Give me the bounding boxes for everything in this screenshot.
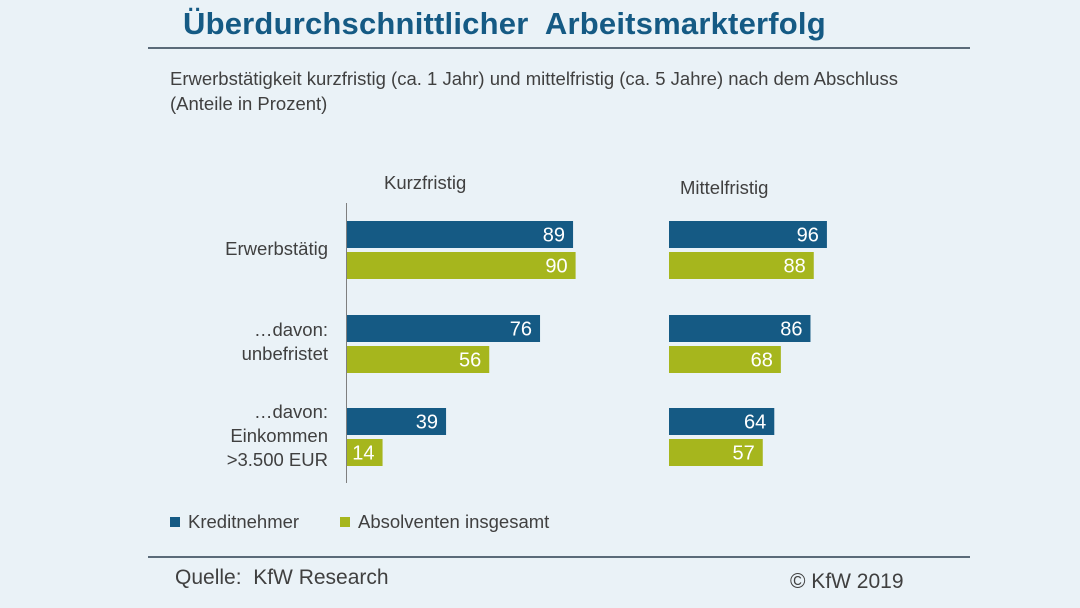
bar-label-mittelfristig-kreditnehmer-2: 64 xyxy=(744,412,766,434)
bar-label-mittelfristig-absolventen-insgesamt-0: 88 xyxy=(784,256,806,278)
panel-label-kurzfristig: Kurzfristig xyxy=(384,172,467,193)
source-note: Quelle: KfW Research xyxy=(175,566,389,589)
bar-label-mittelfristig-kreditnehmer-1: 86 xyxy=(780,319,802,341)
bar-kurzfristig-absolventen-insgesamt-1 xyxy=(347,346,490,373)
bar-mittelfristig-kreditnehmer-1 xyxy=(669,315,811,342)
legend-item-kreditnehmer: Kreditnehmer xyxy=(170,511,299,533)
copyright-note: © KfW 2019 xyxy=(790,570,904,593)
category-label-erwerbstaetig: Erwerbstätig xyxy=(225,238,328,259)
panel-label-mittelfristig: Mittelfristig xyxy=(680,177,769,198)
bar-mittelfristig-kreditnehmer-0 xyxy=(669,221,827,248)
bar-label-kurzfristig-kreditnehmer-0: 89 xyxy=(543,225,565,247)
bar-mittelfristig-kreditnehmer-2 xyxy=(669,408,775,435)
chart-title: Überdurchschnittlicher Arbeitsmarkterfol… xyxy=(183,6,826,41)
bar-kurzfristig-kreditnehmer-2 xyxy=(347,408,447,435)
bar-label-mittelfristig-kreditnehmer-0: 96 xyxy=(797,225,819,247)
legend-swatch-absolventen xyxy=(340,517,350,527)
category-axis xyxy=(346,203,347,483)
title-rule xyxy=(148,47,970,49)
category-label-einkommen: …davon: Einkommen >3.500 EUR xyxy=(226,401,328,470)
bar-kurzfristig-kreditnehmer-1 xyxy=(347,315,541,342)
bar-label-kurzfristig-absolventen-insgesamt-1: 56 xyxy=(459,350,481,372)
bar-label-kurzfristig-kreditnehmer-2: 39 xyxy=(416,412,438,434)
bar-mittelfristig-absolventen-insgesamt-0 xyxy=(669,252,814,279)
bar-label-kurzfristig-absolventen-insgesamt-2: 14 xyxy=(352,443,374,465)
bar-label-kurzfristig-absolventen-insgesamt-0: 90 xyxy=(545,256,567,278)
legend-swatch-kreditnehmer xyxy=(170,517,180,527)
footer-rule xyxy=(148,556,970,558)
legend-item-absolventen: Absolventen insgesamt xyxy=(340,511,549,533)
bar-kurzfristig-absolventen-insgesamt-0 xyxy=(347,252,576,279)
bar-label-kurzfristig-kreditnehmer-1: 76 xyxy=(510,319,532,341)
bar-mittelfristig-absolventen-insgesamt-1 xyxy=(669,346,781,373)
chart-subtitle: Erwerbstätigkeit kurzfristig (ca. 1 Jahr… xyxy=(170,68,898,114)
bar-kurzfristig-kreditnehmer-0 xyxy=(347,221,574,248)
bar-kurzfristig-absolventen-insgesamt-2 xyxy=(347,439,383,466)
bar-label-mittelfristig-absolventen-insgesamt-1: 68 xyxy=(751,350,773,372)
category-label-unbefristet: …davon: unbefristet xyxy=(241,319,328,364)
bar-mittelfristig-absolventen-insgesamt-2 xyxy=(669,439,763,466)
bar-label-mittelfristig-absolventen-insgesamt-2: 57 xyxy=(733,443,755,465)
